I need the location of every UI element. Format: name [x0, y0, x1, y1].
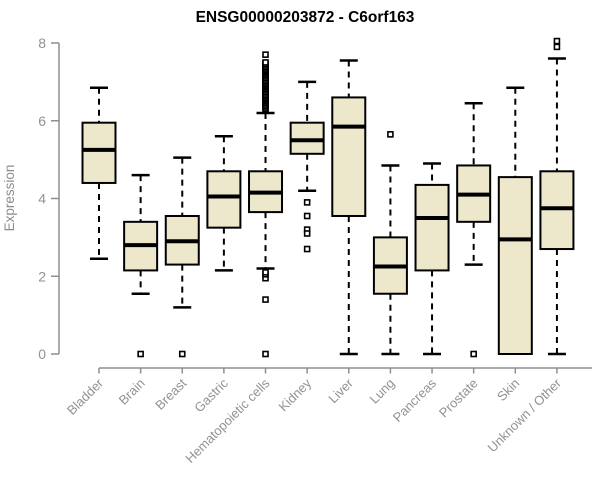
x-tick-label-lung: Lung: [366, 376, 397, 407]
outlier-unknown-other: [553, 37, 561, 45]
x-tick-label-brain: Brain: [116, 376, 148, 408]
y-tick-label: 2: [38, 268, 46, 284]
y-tick-label: 8: [38, 35, 46, 51]
y-tick-label: 4: [38, 191, 46, 207]
y-tick-label: 0: [38, 346, 46, 362]
x-tick-label-liver: Liver: [325, 375, 356, 406]
outlier-kidney: [303, 212, 311, 220]
y-tick-label: 6: [38, 113, 46, 129]
x-tick-label-skin: Skin: [494, 376, 522, 404]
box-pancreas: [414, 183, 450, 272]
outlier-brain: [137, 350, 144, 358]
outlier-prostate: [470, 350, 477, 358]
x-tick-label-unknown-other: Unknown / Other: [484, 375, 564, 455]
outlier-lung: [387, 131, 394, 138]
box-gastric: [206, 170, 242, 229]
y-axis-label: Expression: [2, 165, 17, 232]
outlier-kidney: [303, 199, 311, 206]
x-tick-label-gastric: Gastric: [191, 375, 231, 415]
outlier-hematopoietic-cells: [262, 350, 269, 358]
outlier-hematopoietic-cells: [262, 59, 269, 66]
box-liver: [331, 96, 367, 217]
box-bladder: [81, 121, 117, 184]
outlier-kidney: [303, 245, 311, 253]
x-tick-label-kidney: Kidney: [276, 375, 315, 414]
x-tick-label-pancreas: Pancreas: [390, 375, 440, 425]
outlier-unknown-other: [553, 43, 561, 51]
chart-title: ENSG00000203872 - C6orf163: [196, 9, 415, 26]
outlier-hematopoietic-cells: [262, 269, 269, 276]
x-tick-label-prostate: Prostate: [436, 376, 481, 421]
x-tick-label-bladder: Bladder: [64, 375, 107, 418]
box-skin: [497, 176, 533, 355]
outlier-kidney: [303, 230, 311, 237]
outlier-hematopoietic-cells: [262, 51, 269, 58]
x-tick-label-breast: Breast: [152, 375, 189, 412]
outlier-breast: [178, 350, 186, 358]
outlier-hematopoietic-cells: [262, 296, 269, 303]
